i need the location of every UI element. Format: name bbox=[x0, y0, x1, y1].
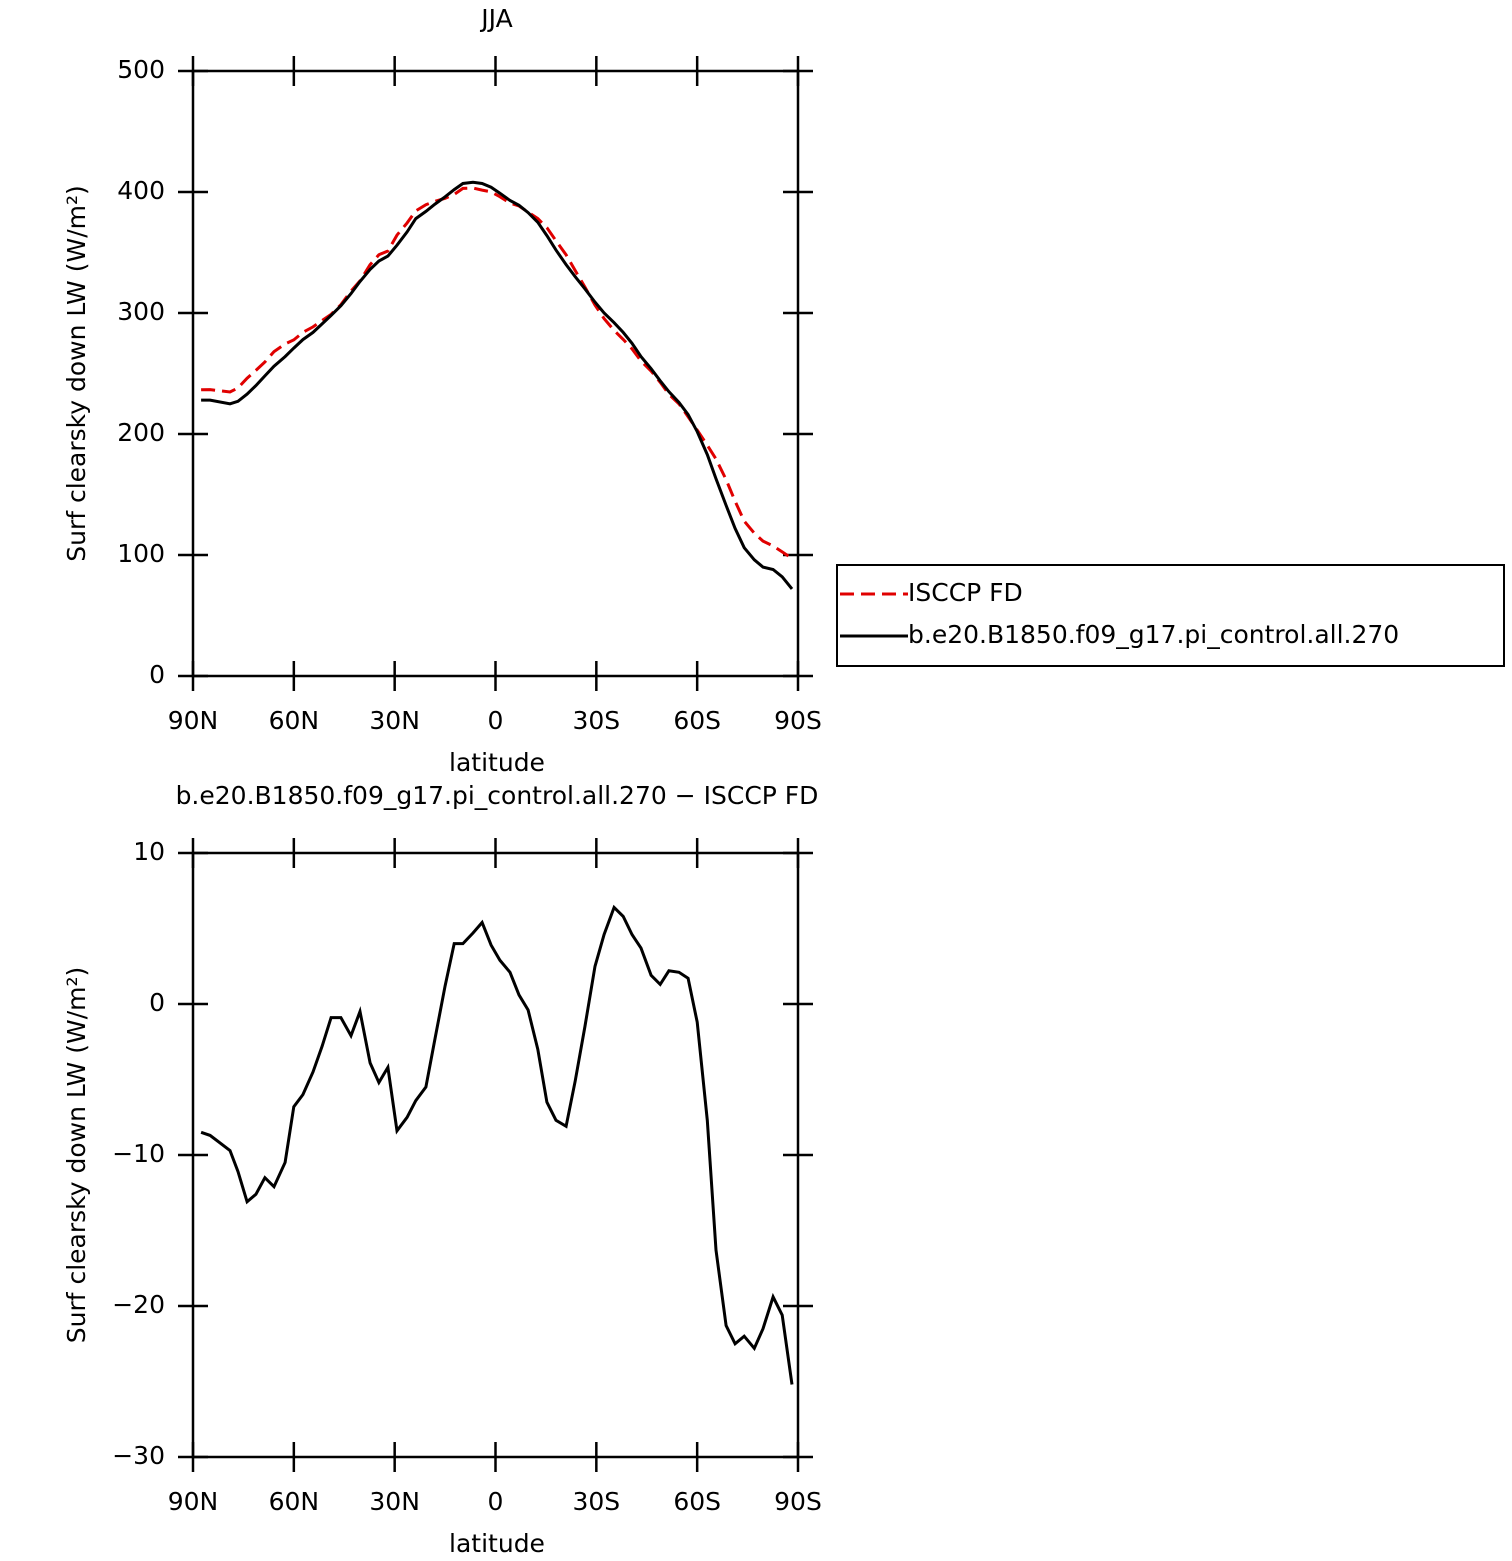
x-axis-label: latitude bbox=[449, 748, 545, 777]
chart-title: JJA bbox=[479, 4, 512, 33]
x-tick-label: 90S bbox=[774, 706, 822, 735]
x-tick-label: 30S bbox=[572, 1487, 620, 1516]
y-tick-label: 100 bbox=[117, 539, 165, 568]
y-tick-label: 10 bbox=[133, 837, 165, 866]
x-tick-label: 60S bbox=[673, 706, 721, 735]
y-tick-label: −10 bbox=[112, 1139, 165, 1168]
y-axis-label: Surf clearsky down LW (W/m²) bbox=[62, 185, 91, 562]
legend-label: ISCCP FD bbox=[908, 578, 1023, 607]
x-tick-label: 30S bbox=[572, 706, 620, 735]
y-tick-label: 300 bbox=[117, 297, 165, 326]
data-line bbox=[201, 186, 793, 560]
legend-box bbox=[836, 564, 1505, 667]
x-axis-label: latitude bbox=[449, 1529, 545, 1558]
plot-frame bbox=[191, 69, 800, 678]
legend-label: b.e20.B1850.f09_g17.pi_control.all.270 bbox=[908, 620, 1399, 649]
x-tick-label: 90N bbox=[168, 1487, 219, 1516]
x-tick-label: 0 bbox=[488, 1487, 504, 1516]
y-axis-label: Surf clearsky down LW (W/m²) bbox=[62, 967, 91, 1344]
x-tick-label: 90S bbox=[774, 1487, 822, 1516]
x-tick-label: 30N bbox=[369, 1487, 420, 1516]
y-tick-label: 200 bbox=[117, 418, 165, 447]
y-tick-label: −30 bbox=[112, 1441, 165, 1470]
chart-title: b.e20.B1850.f09_g17.pi_control.all.270 −… bbox=[176, 781, 819, 810]
legend: ISCCP FD b.e20.B1850.f09_g17.pi_control.a… bbox=[836, 564, 1505, 667]
x-tick-label: 60N bbox=[269, 706, 320, 735]
x-tick-label: 60S bbox=[673, 1487, 721, 1516]
plot-frame bbox=[191, 851, 800, 1459]
x-tick-label: 0 bbox=[488, 706, 504, 735]
x-tick-label: 60N bbox=[269, 1487, 320, 1516]
y-tick-label: 500 bbox=[117, 55, 165, 84]
x-tick-label: 90N bbox=[168, 706, 219, 735]
y-tick-label: 0 bbox=[149, 988, 165, 1017]
y-tick-label: 0 bbox=[149, 660, 165, 689]
data-line bbox=[201, 180, 794, 590]
y-tick-label: −20 bbox=[112, 1290, 165, 1319]
data-line bbox=[200, 904, 794, 1385]
x-tick-label: 30N bbox=[369, 706, 420, 735]
y-tick-label: 400 bbox=[117, 176, 165, 205]
